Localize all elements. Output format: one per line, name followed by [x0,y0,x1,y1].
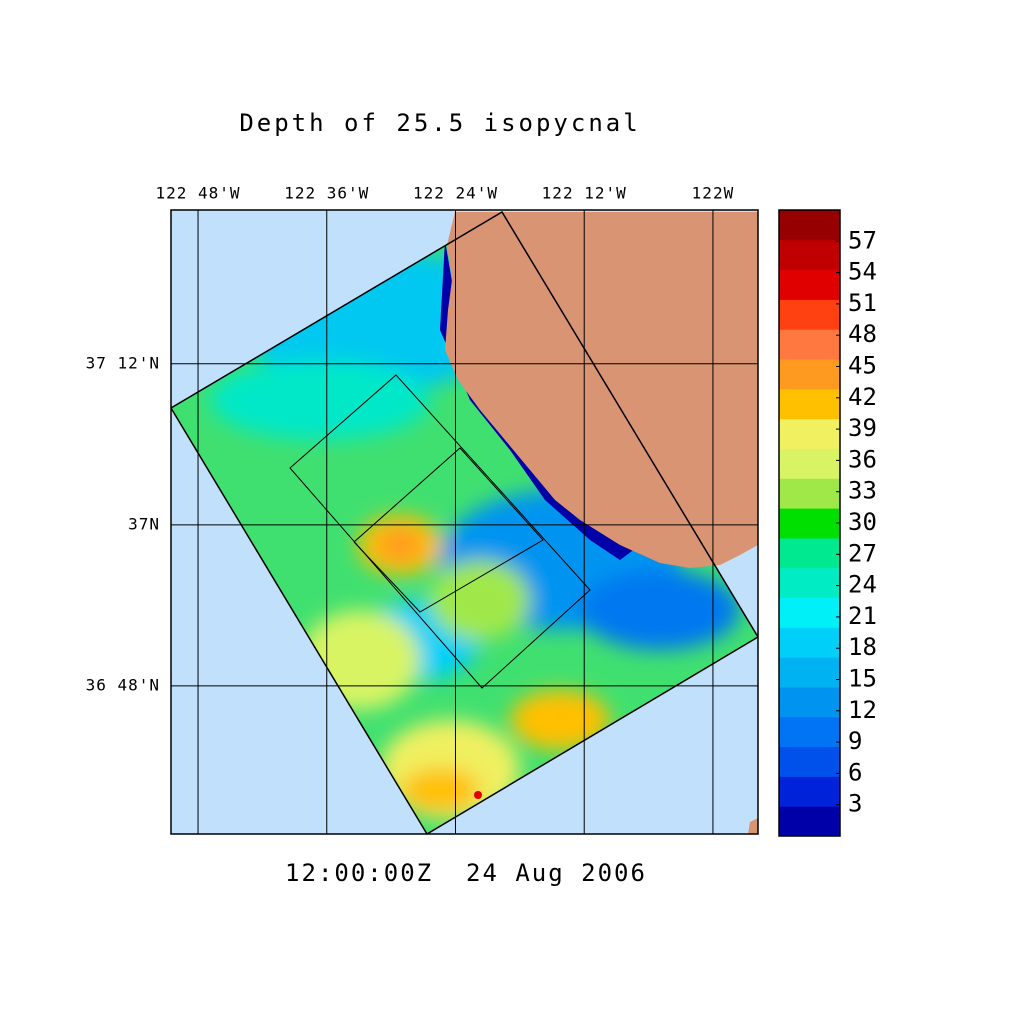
lon-tick-label: 122 48'W [156,184,241,203]
colorbar-segment [779,329,840,360]
colorbar-label: 33 [848,477,877,505]
colorbar-segment [779,418,840,449]
map-area [171,210,758,834]
colorbar-segment [779,657,840,688]
lon-tick-label: 122W [692,184,735,203]
colorbar-label: 57 [848,226,877,254]
lat-tick-label: 37 12'N [86,353,160,372]
colorbar-label: 24 [848,571,877,599]
colorbar-segment [779,239,840,271]
colorbar-segment [779,776,840,807]
colorbar-segment [779,567,840,599]
colorbar-segment [779,686,840,718]
colorbar-segment [779,359,840,390]
lon-tick-label: 122 36'W [284,184,369,203]
colorbar-label: 3 [848,790,862,818]
colorbar-segment [779,388,840,420]
colorbar-label: 42 [848,383,877,411]
colorbar-label: 36 [848,445,877,473]
colorbar-segment [779,448,840,479]
domain-outline [171,210,758,834]
colorbar-label: 48 [848,320,877,348]
colorbar-label: 9 [848,727,862,755]
colorbar-segment [779,627,840,658]
timestamp: 12:00:00Z 24 Aug 2006 [285,859,647,887]
colorbar-label: 15 [848,665,877,693]
land [445,212,758,568]
colorbar-label: 21 [848,602,877,630]
lon-tick-label: 122 12'W [542,184,627,203]
colorbar-segment [779,478,840,509]
colorbar-label: 27 [848,539,877,567]
colorbar-label: 18 [848,633,877,661]
inner-domain [353,447,544,613]
colorbar-label: 12 [848,696,877,724]
colorbar-segment [779,269,840,300]
map-frame [170,209,759,835]
inner-domain [289,374,591,689]
colorbar-label: 45 [848,352,877,380]
colorbar-segment [779,537,840,569]
colorbar-segment [779,299,840,330]
title: Depth of 25.5 isopycnal [239,109,640,137]
colorbar-segment [779,597,840,628]
colorbar-label: 6 [848,758,862,786]
colorbar-label: 54 [848,258,877,286]
colorbar-segment [779,508,840,539]
colorbar-segment [779,806,840,837]
land [748,818,758,834]
lat-tick-label: 36 48'N [86,675,160,694]
colorbar-segment [779,210,840,241]
lon-tick-label: 122 24'W [413,184,498,203]
colorbar-segment [779,716,840,748]
colorbar-label: 30 [848,508,877,536]
colorbar-label: 51 [848,289,877,317]
colorbar-label: 39 [848,414,877,442]
colorbar-segment [779,746,840,777]
lat-tick-label: 37N [128,514,160,533]
